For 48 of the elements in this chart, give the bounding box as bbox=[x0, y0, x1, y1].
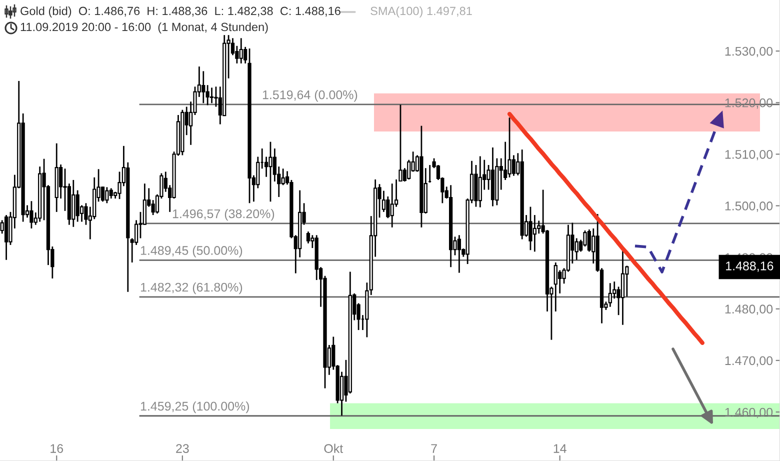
candlestick bbox=[58, 164, 63, 200]
candlestick bbox=[105, 186, 109, 204]
candlestick bbox=[268, 141, 272, 202]
candlestick bbox=[382, 190, 386, 213]
candlestick bbox=[109, 188, 113, 200]
y-tick-label: 1.480,00 bbox=[725, 304, 773, 316]
candlestick bbox=[574, 238, 578, 261]
y-tick-label: 1.530,00 bbox=[725, 46, 773, 58]
candlestick bbox=[528, 206, 532, 251]
y-tick-label: 1.510,00 bbox=[725, 150, 773, 160]
y-tick-label: 1.500,00 bbox=[725, 202, 773, 212]
candlestick bbox=[210, 86, 214, 104]
ref-line-label: 1.496,57 (38.20%) bbox=[172, 209, 274, 221]
candlestick bbox=[407, 159, 411, 180]
annotation: 1.488,16 bbox=[726, 262, 774, 272]
candlestick bbox=[30, 200, 34, 230]
ref-line-label: 1.519,64 (0.00%) bbox=[262, 90, 358, 102]
candlestick bbox=[151, 199, 155, 216]
candlestick bbox=[532, 214, 536, 252]
x-tick-label: 14 bbox=[554, 444, 566, 453]
x-tick-label: 7 bbox=[431, 444, 437, 453]
text: 11.09.2019 20:00 - 16:00 (1 Monat, 4 Stunden) bbox=[20, 22, 268, 34]
y-tick-label: 1.470,00 bbox=[725, 356, 773, 367]
candlestick bbox=[457, 234, 462, 274]
candlestick bbox=[239, 37, 243, 64]
ref-line-label: 1.459,25 (100.00%) bbox=[140, 401, 250, 414]
candlestick bbox=[554, 262, 558, 312]
candlestick bbox=[100, 186, 105, 202]
candlestick bbox=[508, 116, 512, 178]
candlestick bbox=[512, 154, 516, 177]
candlestick bbox=[390, 182, 394, 228]
candlestick bbox=[583, 230, 587, 248]
candlestick bbox=[608, 282, 612, 308]
candlestick bbox=[620, 249, 625, 326]
x-tick-label: Okt bbox=[324, 444, 344, 453]
candlestick bbox=[206, 84, 210, 106]
line-series bbox=[507, 112, 705, 345]
ref-line-label: 1.482,32 (61.80%) bbox=[140, 282, 242, 294]
candlestick bbox=[281, 168, 285, 186]
candlestick bbox=[478, 156, 482, 208]
candlestick bbox=[306, 230, 310, 244]
annotation: SMA(100) 1.497,81 bbox=[370, 6, 472, 18]
candlestick bbox=[76, 190, 80, 222]
candlestick bbox=[202, 70, 206, 104]
x-tick-label: 16 bbox=[50, 444, 64, 453]
text: Gold (bid) O: 1.486,76 H: 1.488,36 L: 1.482,38 C: 1.488,16 bbox=[20, 6, 340, 18]
x-tick-label: 23 bbox=[176, 444, 189, 453]
ref-line-label: 1.489,45 (50.00%) bbox=[140, 246, 242, 258]
